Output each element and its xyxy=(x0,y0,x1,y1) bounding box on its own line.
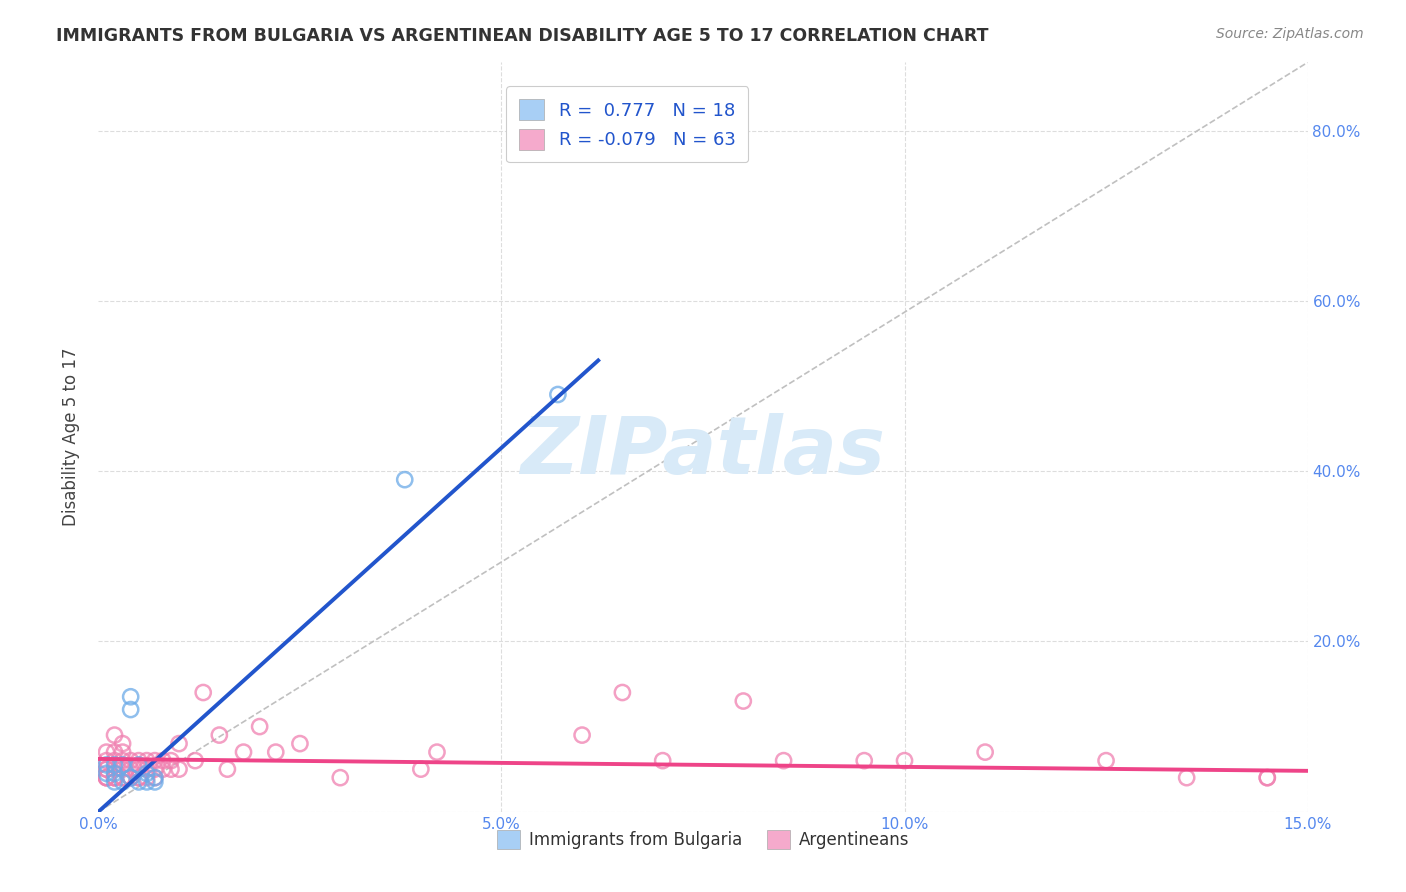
Point xyxy=(1095,754,1118,768)
Point xyxy=(96,771,118,785)
Point xyxy=(208,728,231,742)
Point xyxy=(128,771,150,785)
Point xyxy=(853,754,876,768)
Point xyxy=(96,771,118,785)
Point xyxy=(409,762,432,776)
Point xyxy=(96,758,118,772)
Point xyxy=(152,762,174,776)
Point xyxy=(733,694,755,708)
Point xyxy=(249,720,271,734)
Point xyxy=(111,745,134,759)
Point xyxy=(128,775,150,789)
Point xyxy=(96,745,118,759)
Point xyxy=(120,771,142,785)
Point xyxy=(152,754,174,768)
Point xyxy=(571,728,593,742)
Point xyxy=(651,754,673,768)
Point xyxy=(111,754,134,768)
Point xyxy=(135,762,157,776)
Point xyxy=(193,685,215,699)
Point xyxy=(160,762,183,776)
Point xyxy=(111,762,134,776)
Point xyxy=(103,771,125,785)
Point xyxy=(103,762,125,776)
Point xyxy=(288,737,311,751)
Point xyxy=(96,762,118,776)
Point xyxy=(394,473,416,487)
Point xyxy=(111,758,134,772)
Point xyxy=(1256,771,1278,785)
Point xyxy=(264,745,287,759)
Point xyxy=(128,771,150,785)
Point xyxy=(103,766,125,780)
Point xyxy=(143,771,166,785)
Point xyxy=(217,762,239,776)
Point xyxy=(120,754,142,768)
Point xyxy=(167,737,190,751)
Point xyxy=(96,771,118,785)
Point xyxy=(143,771,166,785)
Point xyxy=(135,766,157,780)
Point xyxy=(772,754,794,768)
Point xyxy=(120,690,142,704)
Point xyxy=(1175,771,1198,785)
Point xyxy=(143,775,166,789)
Point xyxy=(103,745,125,759)
Point xyxy=(103,728,125,742)
Point xyxy=(974,745,997,759)
Point xyxy=(232,745,254,759)
Text: IMMIGRANTS FROM BULGARIA VS ARGENTINEAN DISABILITY AGE 5 TO 17 CORRELATION CHART: IMMIGRANTS FROM BULGARIA VS ARGENTINEAN … xyxy=(56,27,988,45)
Point xyxy=(135,771,157,785)
Legend: Immigrants from Bulgaria, Argentineans: Immigrants from Bulgaria, Argentineans xyxy=(491,823,915,855)
Point xyxy=(167,762,190,776)
Point xyxy=(120,762,142,776)
Point xyxy=(184,754,207,768)
Point xyxy=(103,775,125,789)
Point xyxy=(103,758,125,772)
Point xyxy=(160,754,183,768)
Point xyxy=(547,387,569,401)
Point xyxy=(111,771,134,785)
Text: ZIPatlas: ZIPatlas xyxy=(520,413,886,491)
Point xyxy=(143,762,166,776)
Point xyxy=(111,775,134,789)
Point xyxy=(329,771,352,785)
Y-axis label: Disability Age 5 to 17: Disability Age 5 to 17 xyxy=(62,348,80,526)
Point xyxy=(135,775,157,789)
Point xyxy=(96,766,118,780)
Point xyxy=(120,771,142,785)
Point xyxy=(103,771,125,785)
Point xyxy=(120,702,142,716)
Point xyxy=(135,754,157,768)
Point xyxy=(103,754,125,768)
Point xyxy=(893,754,915,768)
Point xyxy=(128,754,150,768)
Point xyxy=(612,685,634,699)
Point xyxy=(111,737,134,751)
Point xyxy=(96,762,118,776)
Point xyxy=(128,758,150,772)
Point xyxy=(426,745,449,759)
Point xyxy=(96,754,118,768)
Text: Source: ZipAtlas.com: Source: ZipAtlas.com xyxy=(1216,27,1364,41)
Point xyxy=(143,754,166,768)
Point xyxy=(111,771,134,785)
Point xyxy=(120,771,142,785)
Point xyxy=(128,762,150,776)
Point xyxy=(1256,771,1278,785)
Point xyxy=(103,771,125,785)
